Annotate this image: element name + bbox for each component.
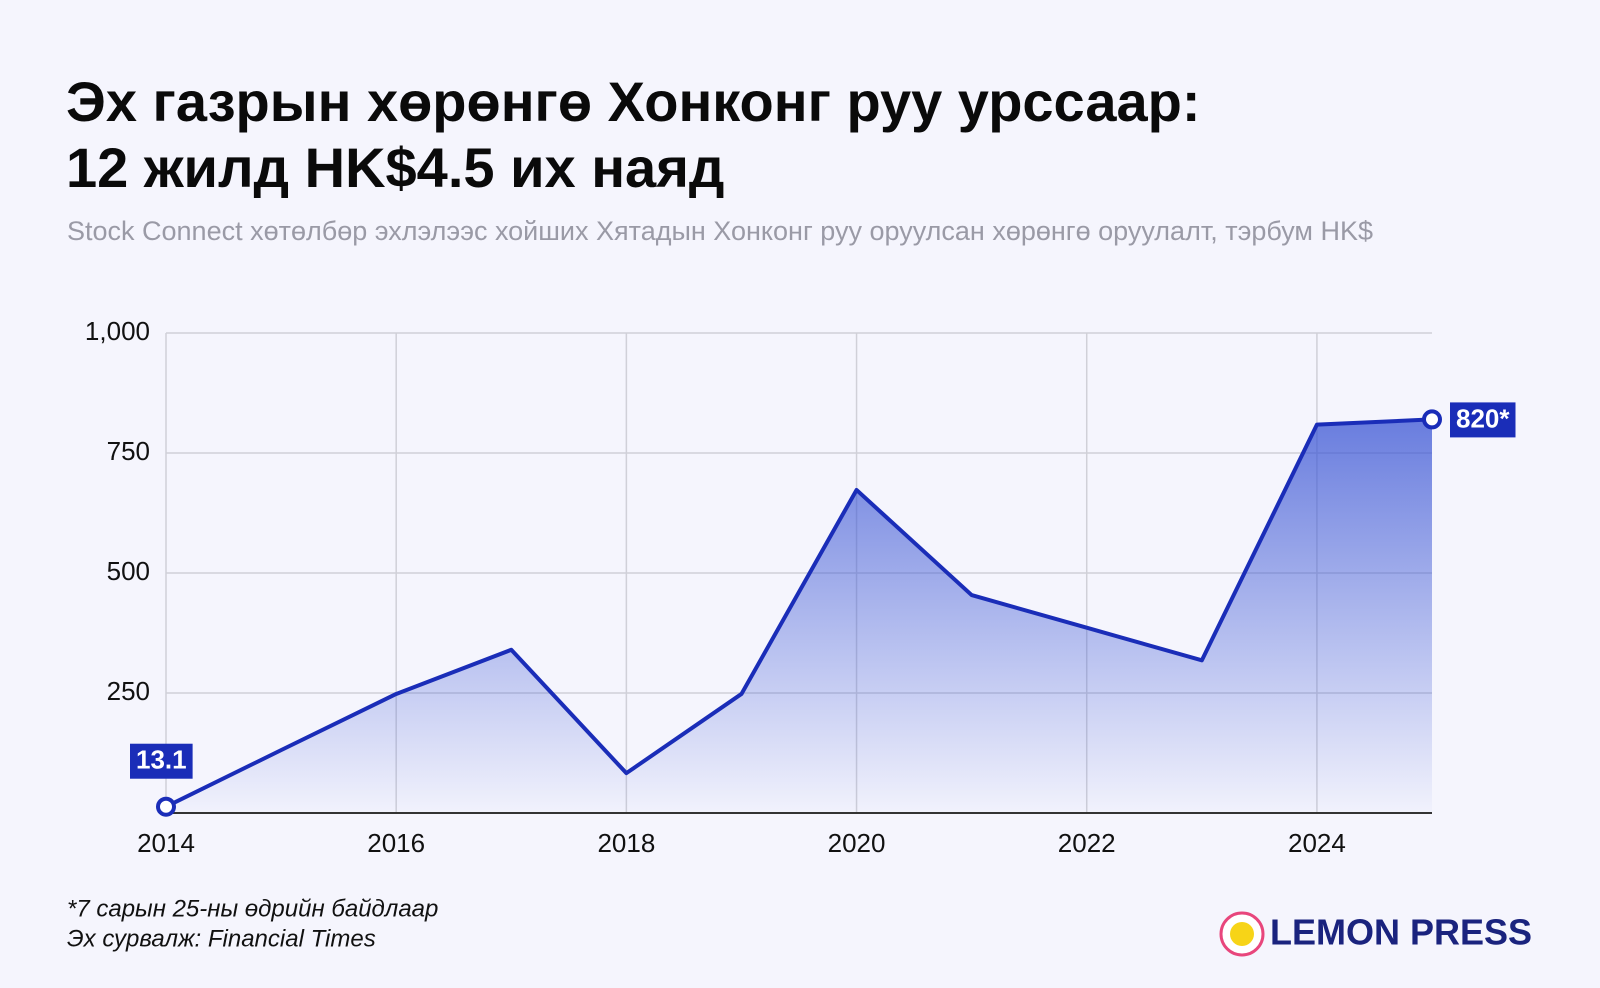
logo-text: LEMON PRESS — [1270, 912, 1532, 953]
x-tick-label: 2018 — [597, 828, 655, 858]
x-tick-label: 2024 — [1288, 828, 1346, 858]
point — [156, 796, 176, 817]
line — [165, 417, 1433, 809]
x-tick-label: 2022 — [1058, 828, 1116, 858]
data-label-text: 13.1 — [136, 745, 187, 775]
logo: LEMON PRESS — [1219, 911, 1532, 957]
logo-icon — [1230, 922, 1254, 946]
x-tick-label: 2014 — [137, 828, 195, 858]
x-tick-label: 2020 — [828, 828, 886, 858]
chart-title: Эх газрын хөрөнгө Хонконг руу урссаар: — [66, 70, 1201, 133]
data-label: 13.1 — [130, 743, 193, 779]
y-tick-label: 1,000 — [85, 316, 150, 346]
footnote: *7 сарын 25-ны өдрийн байдлаар — [67, 895, 438, 922]
data-label: 820* — [1450, 402, 1516, 438]
chart-title: 12 жилд HK$4.5 их наяд — [66, 136, 724, 199]
area — [166, 419, 1432, 813]
data-label-box — [1450, 402, 1516, 438]
x-tick-label: 2016 — [367, 828, 425, 858]
point — [1422, 409, 1442, 430]
subtitle: Stock Connect хөтөлбөр эхлэлээс хойших Х… — [67, 216, 1373, 246]
y-tick-label: 750 — [107, 436, 150, 466]
y-tick-label: 500 — [107, 556, 150, 586]
data-label-text: 820* — [1456, 403, 1510, 433]
data-label-box — [130, 743, 193, 779]
y-tick-label: 250 — [107, 676, 150, 706]
source: Эх сурвалж: Financial Times — [67, 925, 376, 952]
